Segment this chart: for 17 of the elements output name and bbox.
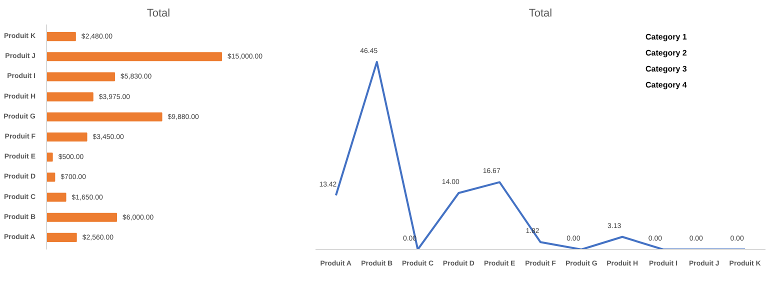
text: Category 1 bbox=[646, 32, 688, 42]
text: Category 2 bbox=[646, 48, 688, 58]
annotation: Category 3 bbox=[646, 64, 688, 74]
bar bbox=[46, 32, 76, 42]
bar bbox=[46, 52, 222, 62]
bar bbox=[46, 192, 66, 202]
chart-title: Total bbox=[528, 8, 552, 20]
bar bbox=[46, 152, 53, 162]
bar bbox=[46, 232, 77, 242]
bar bbox=[46, 212, 117, 222]
chart-title: Total bbox=[146, 8, 170, 20]
bar bbox=[46, 172, 56, 182]
annotation: Category 4 bbox=[646, 80, 688, 90]
bar bbox=[46, 112, 162, 122]
bar bbox=[46, 92, 94, 102]
bar bbox=[46, 132, 88, 142]
bar bbox=[46, 72, 116, 82]
